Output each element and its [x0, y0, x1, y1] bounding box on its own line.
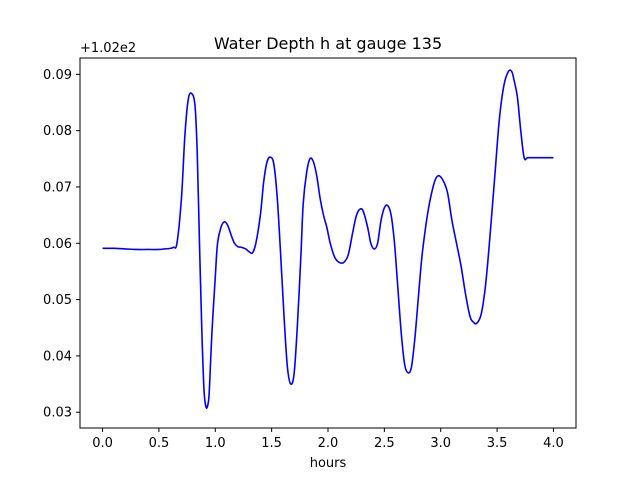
series-layer — [102, 69, 554, 409]
y-tick-label: 0.05 — [43, 293, 72, 308]
y-tick-label: 0.06 — [43, 237, 72, 252]
x-axis-title: hours — [310, 456, 347, 471]
x-axis-ticks: 0.0 0.5 1.0 1.5 2.0 2.5 3.0 3.5 4.0 — [92, 428, 564, 451]
x-tick-label: 2.0 — [318, 436, 339, 451]
y-tick-label: 0.04 — [43, 349, 72, 364]
plot-area-background — [80, 58, 576, 428]
x-tick-label: 4.0 — [543, 436, 564, 451]
x-tick-label: 2.5 — [374, 436, 395, 451]
x-tick-label: 3.5 — [487, 436, 508, 451]
x-tick-label: 1.0 — [205, 436, 226, 451]
chart-title: Water Depth h at gauge 135 — [214, 34, 442, 53]
y-tick-label: 0.03 — [43, 406, 72, 421]
x-tick-label: 0.5 — [149, 436, 170, 451]
x-tick-label: 1.5 — [261, 436, 282, 451]
y-tick-label: 0.07 — [43, 180, 72, 195]
series-line-0 — [102, 69, 554, 409]
x-tick-label: 3.0 — [430, 436, 451, 451]
y-tick-label: 0.09 — [43, 68, 72, 83]
y-axis-offset-label: +1.02e2 — [80, 41, 136, 56]
y-axis-ticks: 0.03 0.04 0.05 0.06 0.07 0.08 0.09 — [43, 68, 80, 421]
y-tick-label: 0.08 — [43, 124, 72, 139]
x-tick-label: 0.0 — [92, 436, 113, 451]
